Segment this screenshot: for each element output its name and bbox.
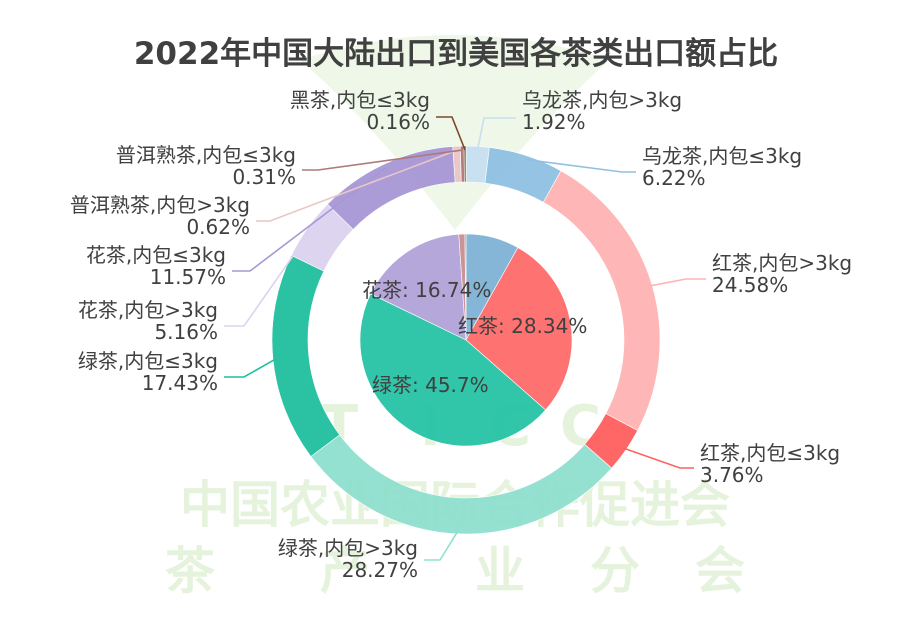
watermark-char-4: 分 bbox=[590, 542, 640, 600]
outer-slice-9 bbox=[459, 145, 465, 183]
outer-label-name-10: 黑茶,内包≤3kg bbox=[290, 88, 430, 112]
leader-line-0 bbox=[476, 117, 516, 151]
leader-line-8 bbox=[256, 149, 457, 222]
watermark-char-3: 业 bbox=[475, 542, 525, 600]
outer-label-pct-5: 17.43% bbox=[142, 371, 218, 395]
watermark-char-2: 产 bbox=[320, 542, 370, 600]
leader-line-5 bbox=[224, 357, 278, 378]
leader-line-2 bbox=[648, 278, 706, 287]
outer-label-pct-0: 1.92% bbox=[522, 110, 586, 134]
leader-line-1 bbox=[524, 158, 636, 173]
inner-label-3: 花茶: 16.74% bbox=[362, 278, 491, 302]
outer-label-pct-10: 0.16% bbox=[366, 110, 430, 134]
outer-ring bbox=[271, 145, 661, 535]
leader-line-10 bbox=[436, 116, 466, 151]
outer-label-name-0: 乌龙茶,内包>3kg bbox=[522, 88, 682, 112]
leader-line-6 bbox=[224, 230, 312, 327]
leader-line-3 bbox=[622, 447, 694, 469]
inner-pie bbox=[359, 233, 573, 447]
outer-label-pct-2: 24.58% bbox=[712, 273, 788, 297]
watermark-char-1: 茶 bbox=[165, 542, 216, 600]
outer-label-pct-6: 5.16% bbox=[154, 320, 218, 344]
leader-line-7 bbox=[232, 166, 387, 272]
outer-label-name-4: 绿茶,内包>3kg bbox=[278, 536, 418, 560]
inner-label-2: 绿茶: 45.7% bbox=[372, 373, 489, 397]
leader-line-4 bbox=[424, 529, 460, 561]
outer-label-name-2: 红茶,内包>3kg bbox=[712, 251, 852, 275]
outer-label-pct-1: 6.22% bbox=[642, 166, 706, 190]
inner-label-1: 红茶: 28.34% bbox=[458, 314, 587, 338]
outer-label-name-6: 花茶,内包>3kg bbox=[78, 298, 218, 322]
inner-slice-3 bbox=[370, 233, 467, 341]
watermark-leaf-shape bbox=[300, 35, 610, 230]
outer-label-name-1: 乌龙茶,内包≤3kg bbox=[642, 144, 802, 168]
leader-lines bbox=[224, 116, 706, 561]
inner-slice-1 bbox=[465, 247, 573, 411]
leader-line-9 bbox=[302, 149, 463, 171]
watermark-char-5: 会 bbox=[695, 542, 745, 600]
outer-labels: 乌龙茶,内包>3kg1.92%乌龙茶,内包≤3kg6.22%红茶,内包>3kg2… bbox=[70, 88, 852, 582]
outer-label-pct-3: 3.76% bbox=[700, 463, 764, 487]
outer-slice-10 bbox=[463, 145, 467, 183]
outer-label-pct-8: 0.62% bbox=[186, 215, 250, 239]
outer-label-pct-7: 11.57% bbox=[150, 265, 226, 289]
inner-labels: 红茶: 28.34% 绿茶: 45.7% 花茶: 16.74% bbox=[362, 278, 587, 397]
outer-label-name-8: 普洱熟茶,内包>3kg bbox=[70, 193, 250, 217]
inner-slice-5 bbox=[464, 233, 467, 341]
outer-label-name-7: 花茶,内包≤3kg bbox=[86, 243, 226, 267]
outer-slice-5 bbox=[271, 255, 341, 457]
outer-label-pct-4: 28.27% bbox=[342, 558, 418, 582]
outer-label-name-3: 红茶,内包≤3kg bbox=[700, 441, 840, 465]
outer-label-name-9: 普洱熟茶,内包≤3kg bbox=[116, 143, 296, 167]
inner-slice-2 bbox=[359, 293, 547, 447]
chart-title: 2022年中国大陆出口到美国各茶类出口额占比 bbox=[134, 36, 778, 72]
outer-label-name-5: 绿茶,内包≤3kg bbox=[78, 349, 218, 373]
outer-label-pct-9: 0.31% bbox=[232, 165, 296, 189]
